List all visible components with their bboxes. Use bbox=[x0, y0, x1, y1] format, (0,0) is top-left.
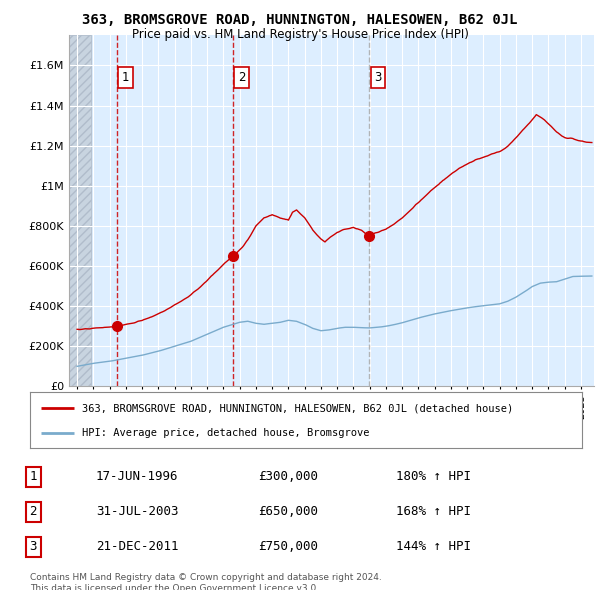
Text: 1: 1 bbox=[122, 71, 130, 84]
Text: £750,000: £750,000 bbox=[258, 540, 318, 553]
Text: Contains HM Land Registry data © Crown copyright and database right 2024.
This d: Contains HM Land Registry data © Crown c… bbox=[30, 573, 382, 590]
Text: 3: 3 bbox=[29, 540, 37, 553]
Text: HPI: Average price, detached house, Bromsgrove: HPI: Average price, detached house, Brom… bbox=[82, 428, 370, 438]
Text: 17-JUN-1996: 17-JUN-1996 bbox=[96, 470, 179, 483]
Text: 363, BROMSGROVE ROAD, HUNNINGTON, HALESOWEN, B62 0JL (detached house): 363, BROMSGROVE ROAD, HUNNINGTON, HALESO… bbox=[82, 403, 514, 413]
Bar bbox=[69, 35, 91, 386]
Text: 180% ↑ HPI: 180% ↑ HPI bbox=[396, 470, 471, 483]
Text: 1: 1 bbox=[29, 470, 37, 483]
Text: 363, BROMSGROVE ROAD, HUNNINGTON, HALESOWEN, B62 0JL: 363, BROMSGROVE ROAD, HUNNINGTON, HALESO… bbox=[82, 13, 518, 27]
Text: £650,000: £650,000 bbox=[258, 505, 318, 519]
Text: 2: 2 bbox=[29, 505, 37, 519]
Text: 2: 2 bbox=[238, 71, 245, 84]
Text: £300,000: £300,000 bbox=[258, 470, 318, 483]
Text: 3: 3 bbox=[374, 71, 382, 84]
Text: Price paid vs. HM Land Registry's House Price Index (HPI): Price paid vs. HM Land Registry's House … bbox=[131, 28, 469, 41]
Text: 21-DEC-2011: 21-DEC-2011 bbox=[96, 540, 179, 553]
Text: 31-JUL-2003: 31-JUL-2003 bbox=[96, 505, 179, 519]
Text: 168% ↑ HPI: 168% ↑ HPI bbox=[396, 505, 471, 519]
Text: 144% ↑ HPI: 144% ↑ HPI bbox=[396, 540, 471, 553]
Bar bbox=[69, 35, 91, 386]
